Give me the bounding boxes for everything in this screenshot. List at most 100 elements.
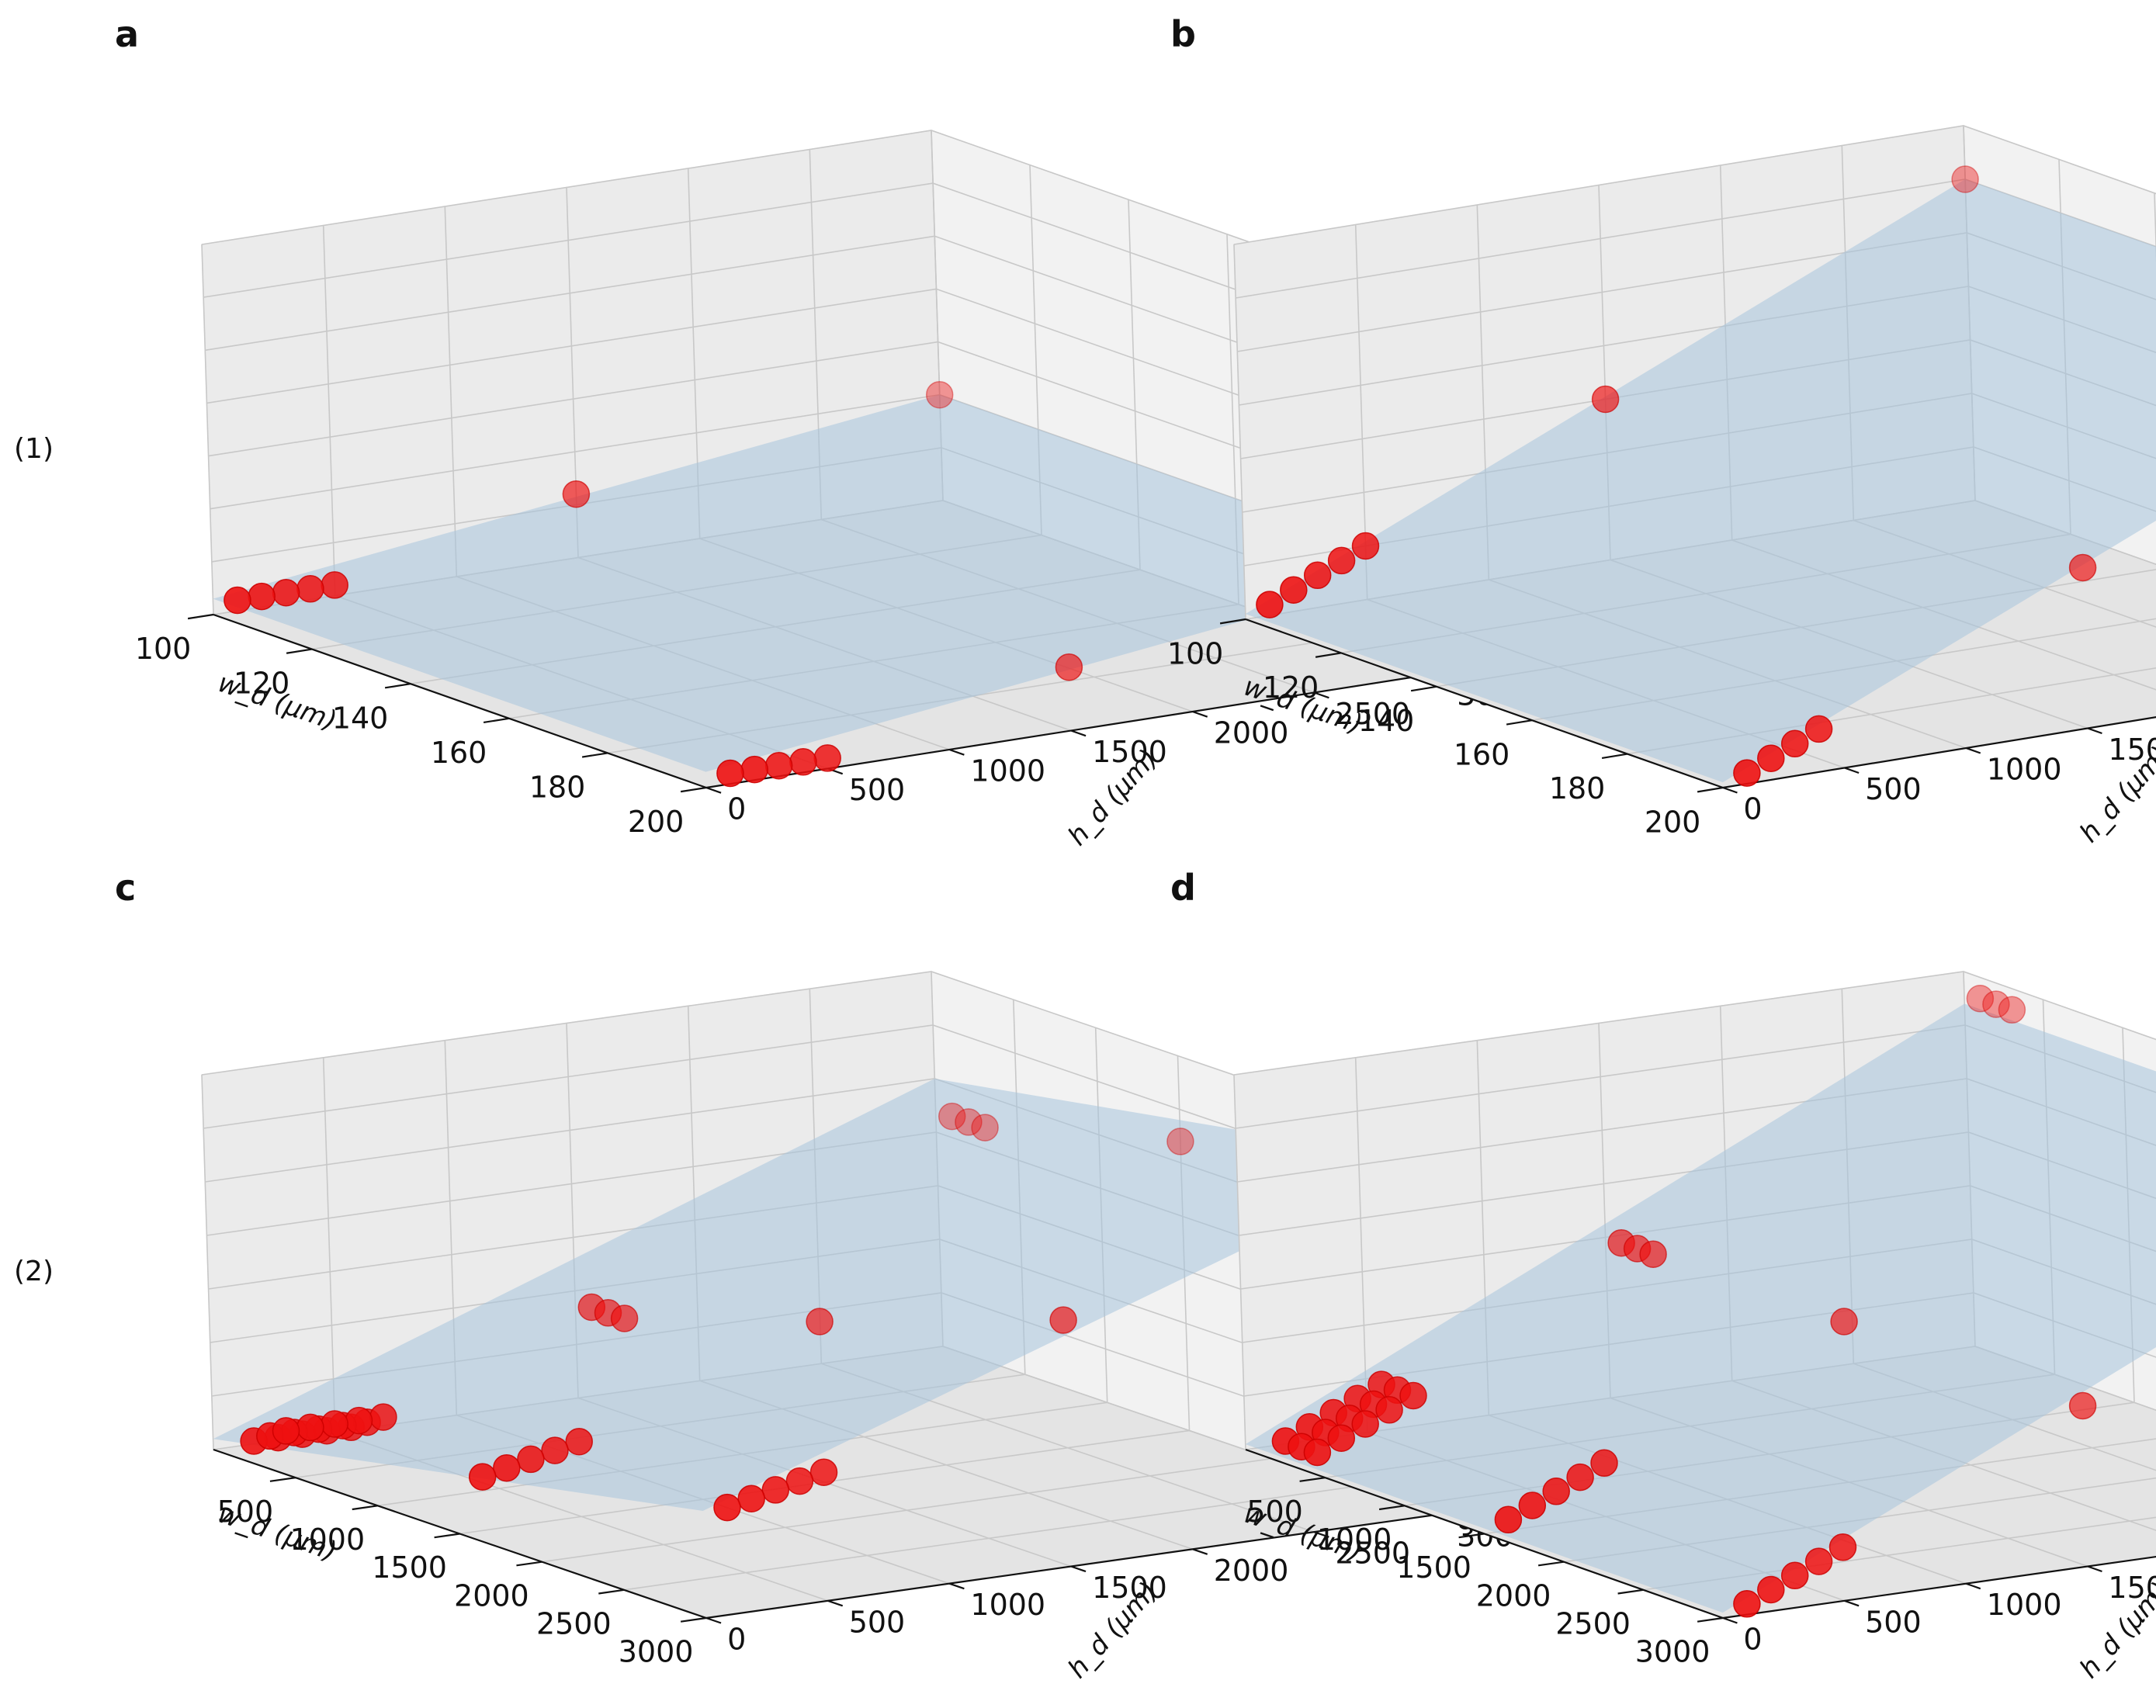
y-tick — [1192, 1548, 1208, 1555]
data-point — [955, 1108, 983, 1136]
data-point — [1303, 1438, 1332, 1467]
data-point — [296, 575, 324, 603]
x-tick-label: 2500 — [536, 1607, 612, 1641]
data-point — [764, 751, 793, 780]
data-point — [1327, 1424, 1356, 1452]
data-point — [737, 1485, 765, 1512]
y-tick-label: 1000 — [1987, 1588, 2062, 1622]
x-tick — [1617, 1588, 1644, 1595]
y-tick-label: 1500 — [2108, 1571, 2156, 1605]
data-point — [1542, 1478, 1570, 1505]
data-point — [1804, 1547, 1833, 1575]
x-tick — [598, 1588, 625, 1595]
x-tick — [1378, 1505, 1406, 1511]
data-point — [785, 1467, 814, 1495]
data-point — [1733, 1590, 1761, 1618]
data-point — [1733, 759, 1761, 787]
y-tick-label: 500 — [1865, 1605, 1922, 1639]
x-axis-line — [213, 613, 707, 789]
x-tick — [1506, 719, 1533, 726]
x-tick — [680, 786, 707, 793]
data-point — [296, 1413, 324, 1442]
y-tick-label: 500 — [849, 1605, 906, 1639]
y-tick-label: 0 — [727, 1623, 746, 1657]
data-point — [610, 1304, 639, 1332]
x-tick — [1410, 685, 1437, 692]
data-point — [321, 571, 348, 599]
panel-letter: c — [115, 867, 136, 909]
x-tick — [483, 717, 510, 724]
x-tick-label: 120 — [1263, 670, 1319, 705]
data-point — [1566, 1463, 1594, 1491]
y-tick — [2087, 727, 2102, 735]
data-point — [493, 1453, 521, 1482]
x-tick — [1601, 753, 1628, 760]
data-point — [789, 748, 817, 776]
data-point — [1055, 653, 1083, 681]
x-tick-label: 1500 — [1396, 1550, 1471, 1585]
x-tick-label: 1500 — [372, 1550, 447, 1585]
data-point — [1049, 1306, 1077, 1334]
x-tick-label: 3000 — [619, 1635, 694, 1669]
y-tick-label: 2000 — [1214, 1554, 1289, 1588]
data-point — [1757, 1575, 1785, 1604]
y-tick — [1965, 1582, 1981, 1590]
data-point — [806, 1308, 834, 1336]
x-tick-label: 1000 — [1317, 1523, 1392, 1557]
y-tick-label: 0 — [727, 792, 746, 826]
data-point — [1518, 1491, 1547, 1519]
y-tick-label: 500 — [849, 773, 906, 807]
data-point — [1828, 1533, 1857, 1561]
x-tick-label: 200 — [628, 805, 685, 839]
x-tick-label: 500 — [1246, 1495, 1303, 1529]
y-tick — [827, 1599, 844, 1607]
x-tick — [1697, 786, 1724, 793]
data-point — [1780, 729, 1809, 758]
data-point — [468, 1463, 497, 1491]
x-tick-label: 140 — [1358, 704, 1415, 738]
data-point — [1966, 985, 1995, 1013]
data-point — [1639, 1240, 1667, 1268]
data-point — [1804, 715, 1833, 743]
x-tick-label: 2000 — [454, 1578, 529, 1613]
x-tick-label: 160 — [431, 736, 487, 770]
data-point — [321, 1410, 348, 1438]
z-gridline — [1233, 971, 2156, 1076]
data-point — [1982, 990, 2010, 1018]
y-tick — [1070, 729, 1087, 737]
data-point — [1256, 591, 1284, 618]
y-tick-label: 2500 — [1335, 697, 1410, 731]
data-point — [1375, 1396, 1403, 1424]
x-tick-label: 180 — [1549, 771, 1606, 805]
x-tick-label: 2000 — [1476, 1578, 1551, 1613]
x-tick-label: 100 — [1167, 636, 1224, 670]
panel-letter: d — [1170, 867, 1196, 909]
y-tick-label: 1000 — [970, 754, 1045, 788]
data-point — [971, 1114, 999, 1142]
x-tick — [1697, 1616, 1724, 1623]
y-tick-label: 1000 — [1987, 753, 2062, 787]
x-tick — [269, 1477, 296, 1482]
data-point — [1591, 385, 1620, 414]
data-point — [565, 1427, 593, 1456]
data-point — [1590, 1449, 1618, 1478]
y-tick — [948, 748, 965, 756]
data-point — [809, 1458, 838, 1486]
fitted-plane — [1245, 1003, 2156, 1613]
data-point — [369, 1403, 397, 1431]
x-axis-label: w_d (µm) — [214, 1498, 341, 1568]
x-tick — [1315, 652, 1342, 658]
x-tick — [1299, 1477, 1326, 1482]
y-tick — [1070, 1565, 1087, 1573]
x-tick-label: 160 — [1454, 738, 1510, 772]
x-tick — [384, 683, 411, 689]
data-point — [272, 1417, 300, 1445]
x-tick-label: 100 — [135, 632, 192, 666]
row-label-1: (1) — [14, 433, 54, 465]
x-tick — [352, 1505, 378, 1511]
y-tick-label: 1500 — [1092, 735, 1167, 769]
y-tick-label: 2500 — [1335, 1537, 1410, 1571]
data-point — [761, 1476, 790, 1504]
data-point — [224, 586, 251, 615]
